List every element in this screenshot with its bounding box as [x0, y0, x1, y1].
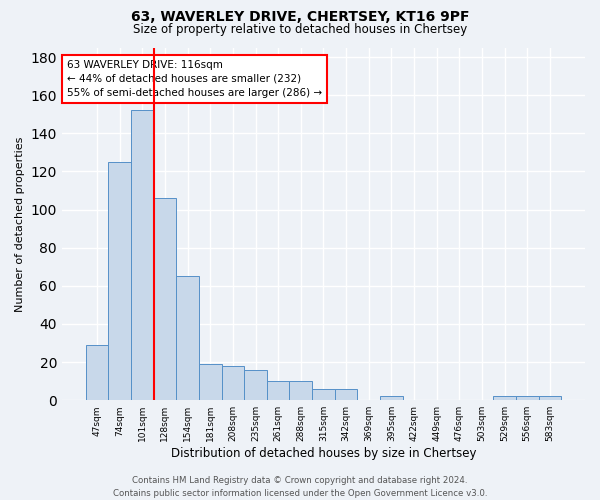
Bar [244, 370, 267, 400]
Bar [154, 198, 176, 400]
Bar [312, 389, 335, 400]
Text: 63 WAVERLEY DRIVE: 116sqm
← 44% of detached houses are smaller (232)
55% of semi: 63 WAVERLEY DRIVE: 116sqm ← 44% of detac… [67, 60, 322, 98]
Bar [539, 396, 561, 400]
Bar [335, 389, 358, 400]
Bar [380, 396, 403, 400]
Bar [289, 381, 312, 400]
Bar [516, 396, 539, 400]
Text: Contains HM Land Registry data © Crown copyright and database right 2024.
Contai: Contains HM Land Registry data © Crown c… [113, 476, 487, 498]
Bar [176, 276, 199, 400]
Text: 63, WAVERLEY DRIVE, CHERTSEY, KT16 9PF: 63, WAVERLEY DRIVE, CHERTSEY, KT16 9PF [131, 10, 469, 24]
Bar [221, 366, 244, 400]
Bar [267, 381, 289, 400]
Bar [131, 110, 154, 400]
Bar [86, 345, 109, 400]
Bar [109, 162, 131, 400]
X-axis label: Distribution of detached houses by size in Chertsey: Distribution of detached houses by size … [171, 447, 476, 460]
Bar [199, 364, 221, 400]
Y-axis label: Number of detached properties: Number of detached properties [15, 136, 25, 312]
Text: Size of property relative to detached houses in Chertsey: Size of property relative to detached ho… [133, 22, 467, 36]
Bar [493, 396, 516, 400]
